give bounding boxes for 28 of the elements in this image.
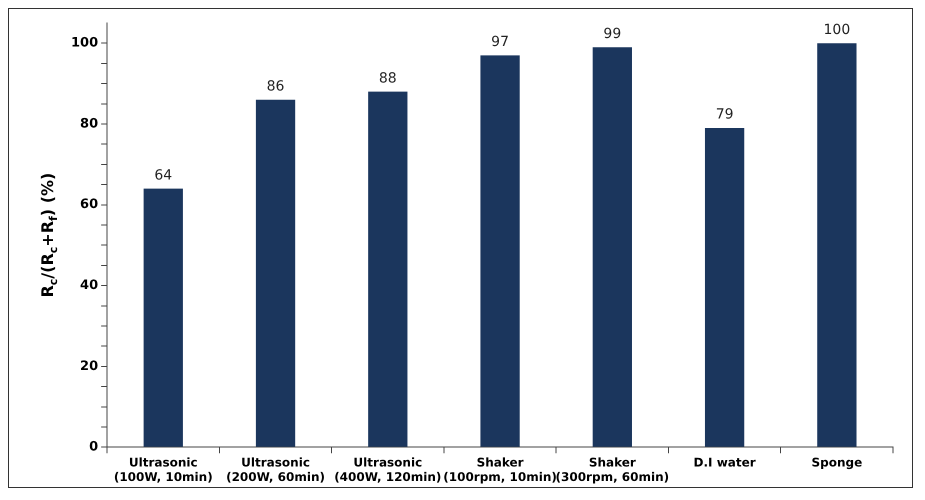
y-tick-label: 40 bbox=[80, 278, 98, 293]
data-label: 88 bbox=[378, 70, 397, 86]
x-tick-label: Shaker (100rpm, 10min) bbox=[443, 456, 557, 484]
data-label: 97 bbox=[491, 34, 509, 50]
x-tick-label: Sponge bbox=[811, 456, 862, 470]
x-tick-label: Ultrasonic (400W, 120min) bbox=[334, 456, 442, 484]
data-label: 86 bbox=[266, 78, 285, 94]
bar bbox=[480, 55, 520, 447]
data-label: 100 bbox=[824, 22, 850, 38]
y-tick-label: 60 bbox=[80, 197, 98, 212]
x-tick-label: Shaker (300rpm, 60min) bbox=[556, 456, 670, 484]
bar bbox=[704, 128, 744, 447]
bar bbox=[817, 43, 857, 447]
y-tick-label: 80 bbox=[80, 116, 98, 132]
y-axis-title: Rc/(Rc+Rf) (%) bbox=[38, 172, 60, 298]
data-label: 64 bbox=[154, 167, 172, 184]
bar bbox=[256, 100, 296, 447]
y-tick-label: 0 bbox=[89, 440, 98, 455]
x-tick-label: Ultrasonic (200W, 60min) bbox=[226, 456, 325, 484]
data-label: 79 bbox=[716, 106, 734, 123]
bar bbox=[592, 47, 632, 447]
data-label: 99 bbox=[603, 26, 622, 42]
y-tick-label: 100 bbox=[70, 36, 98, 51]
bar bbox=[144, 188, 183, 447]
bar bbox=[368, 92, 408, 447]
y-tick-label: 20 bbox=[80, 358, 98, 374]
x-tick-label: D.I water bbox=[694, 456, 756, 470]
x-tick-label: Ultrasonic (100W, 10min) bbox=[114, 456, 213, 484]
